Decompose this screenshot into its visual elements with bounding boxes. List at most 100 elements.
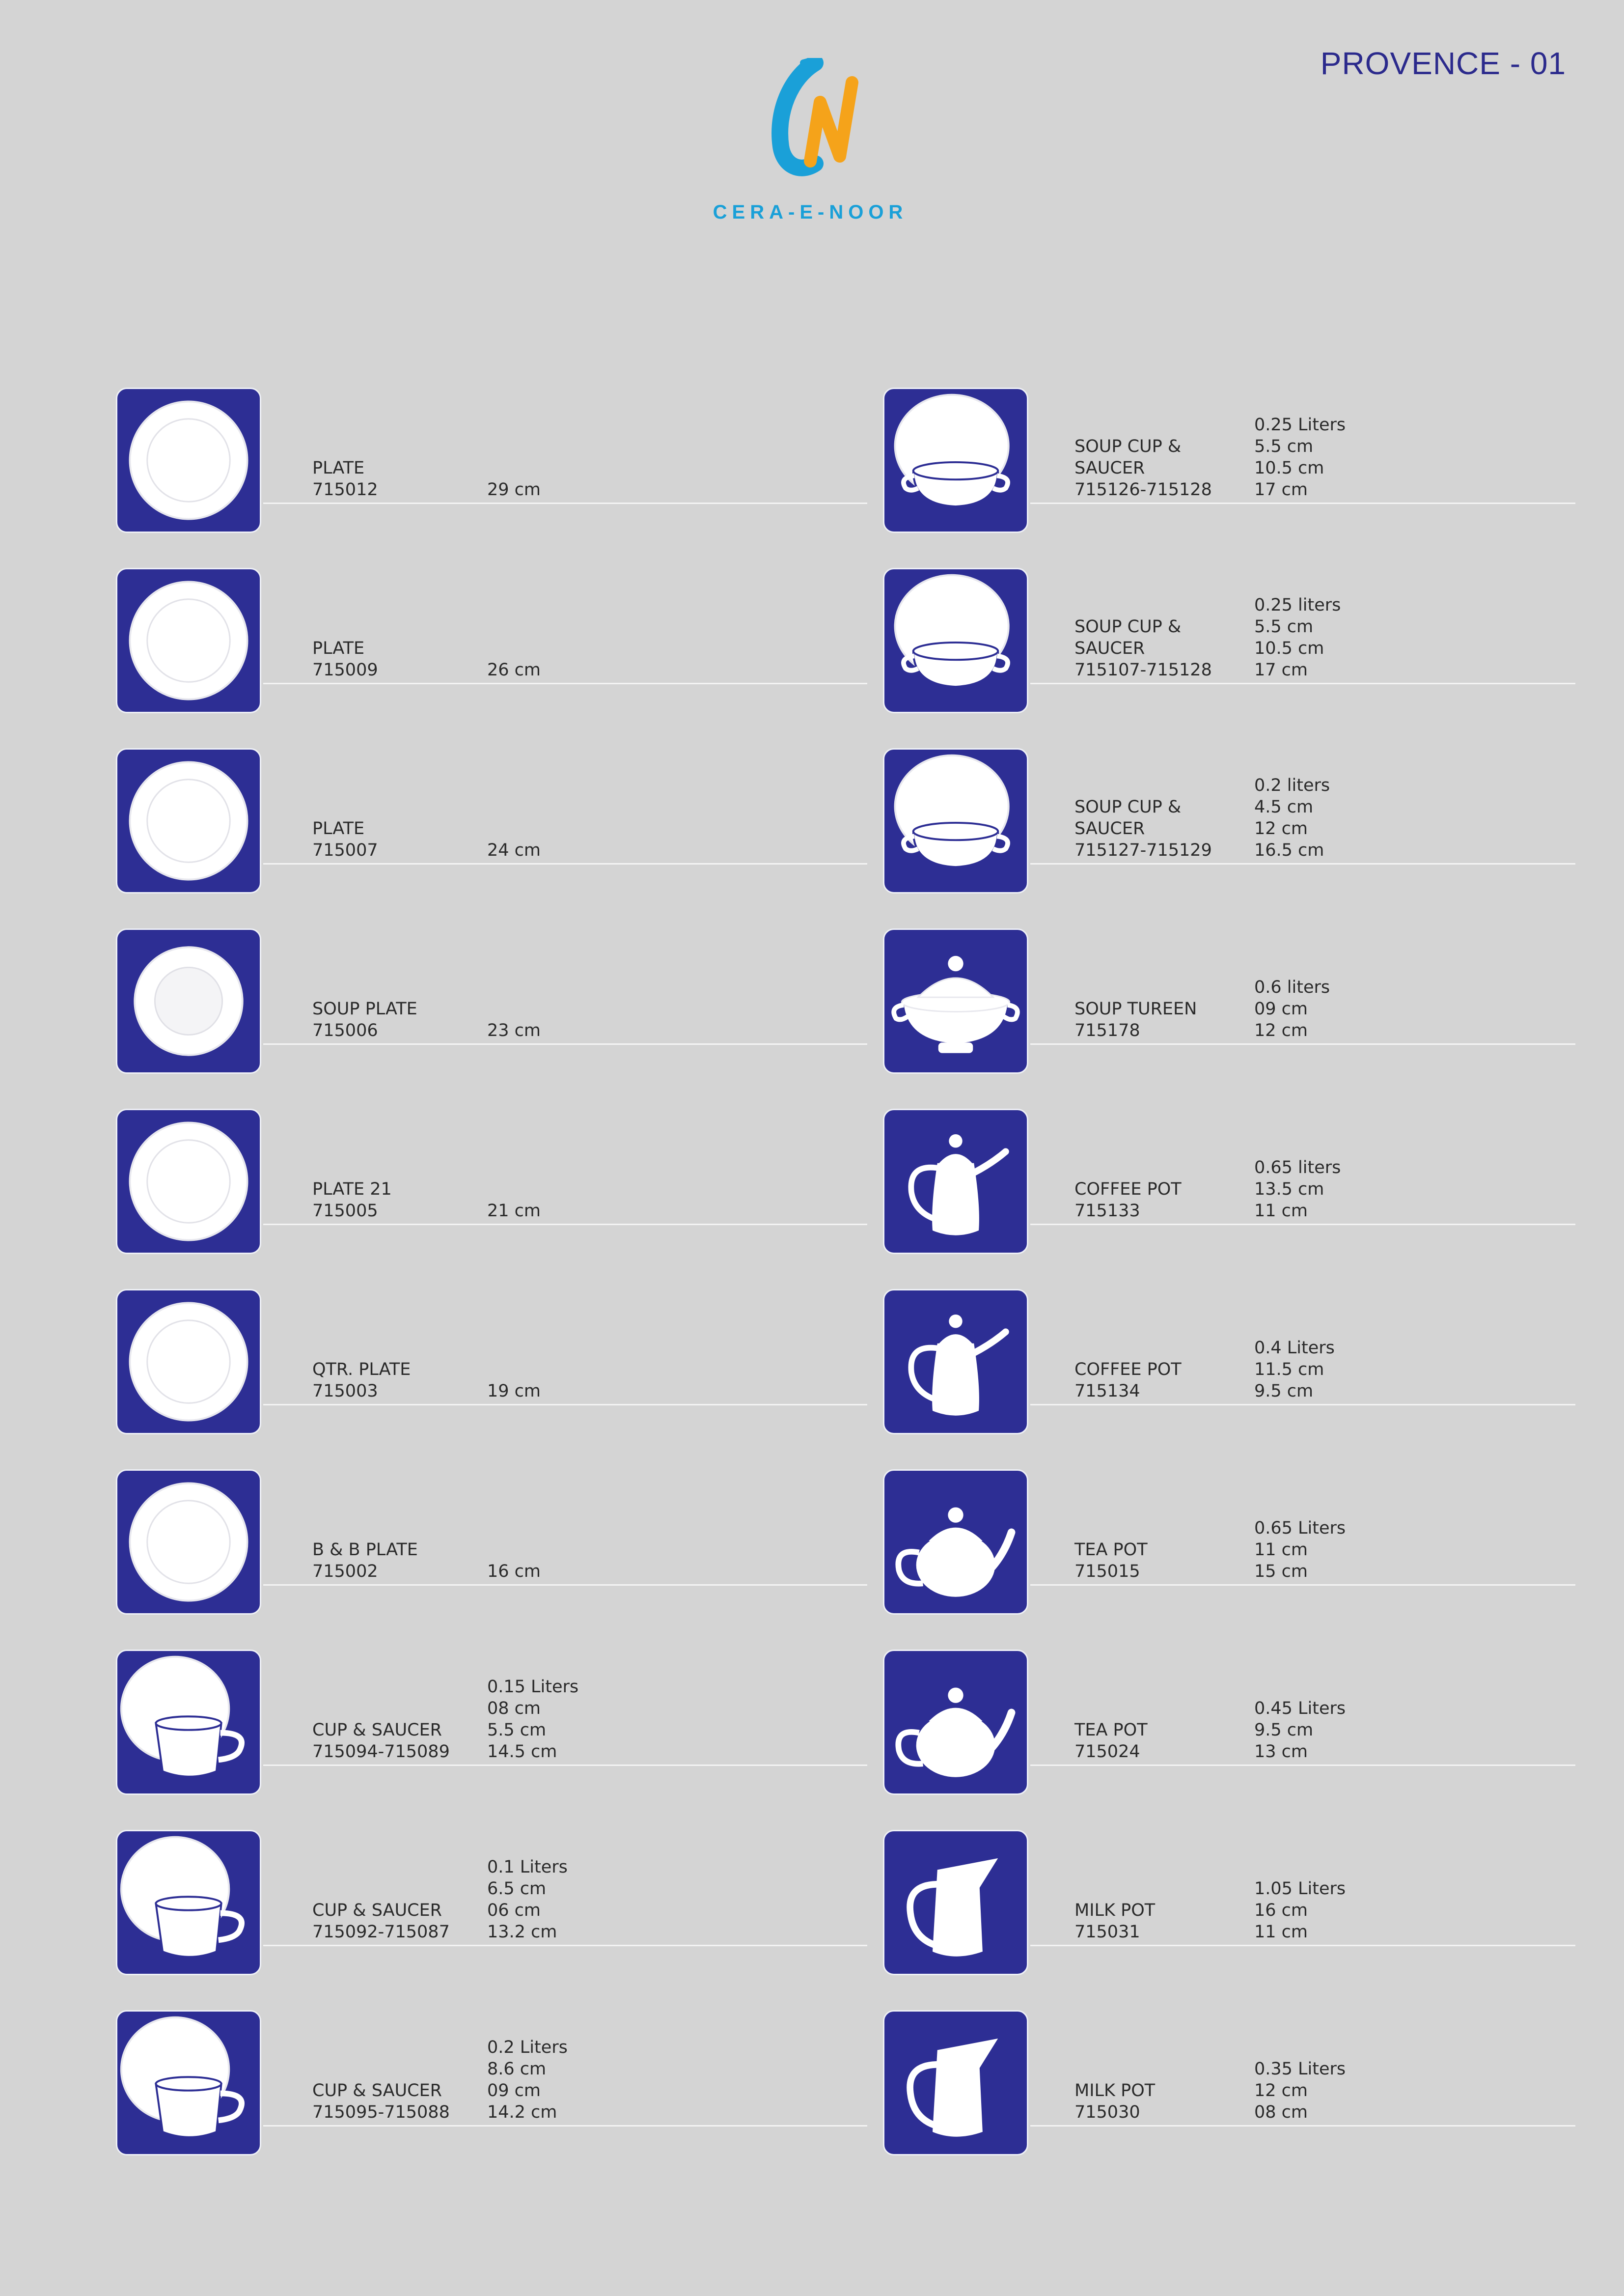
product-name: COFFEE POT 715134 <box>1074 1359 1241 1402</box>
cup-saucer-icon <box>116 2010 261 2156</box>
product-title: TEA POT <box>1074 1540 1148 1560</box>
product-row: MILK POT 715030 0.35 Liters 12 cm 08 cm <box>883 2010 1575 2157</box>
product-specs: 26 cm <box>487 659 541 681</box>
product-row: PLATE 21 715005 21 cm <box>116 1109 867 1256</box>
row-divider <box>263 503 867 504</box>
product-row: COFFEE POT 715133 0.65 liters 13.5 cm 11 cm <box>883 1109 1575 1256</box>
product-name: COFFEE POT 715133 <box>1074 1178 1241 1222</box>
row-divider <box>263 1043 867 1045</box>
soup-tureen-icon <box>883 928 1028 1074</box>
spec-value: 15 cm <box>1254 1562 1308 1581</box>
brand-logo: CERA-E-NOOR <box>707 58 913 235</box>
soup-plate-icon <box>116 928 261 1074</box>
product-title: PLATE 21 <box>312 1179 392 1199</box>
product-name: SOUP PLATE 715006 <box>312 998 479 1041</box>
product-row: SOUP CUP & SAUCER 715127-715129 0.2 liters… <box>883 748 1575 896</box>
cup-saucer-icon <box>116 1650 261 1795</box>
plate-icon <box>116 1289 261 1434</box>
cup-saucer-icon <box>116 1830 261 1975</box>
product-specs: 0.1 Liters 6.5 cm 06 cm 13.2 cm <box>487 1856 568 1943</box>
spec-value: 10.5 cm <box>1254 639 1324 658</box>
spec-value: 0.25 Liters <box>1254 415 1346 435</box>
product-title: B & B PLATE <box>312 1540 418 1560</box>
plate-icon <box>116 748 261 894</box>
product-name: SOUP TUREEN 715178 <box>1074 998 1241 1041</box>
product-specs: 21 cm <box>487 1200 541 1222</box>
spec-value: 11 cm <box>1254 1540 1308 1560</box>
product-specs: 0.15 Liters 08 cm 5.5 cm 14.5 cm <box>487 1676 578 1763</box>
product-specs: 0.2 liters 4.5 cm 12 cm 16.5 cm <box>1254 775 1330 861</box>
product-row: COFFEE POT 715134 0.4 Liters 11.5 cm 9.5 cm <box>883 1289 1575 1436</box>
product-code: 715127-715129 <box>1074 840 1212 860</box>
row-divider <box>1030 1043 1575 1045</box>
product-row: SOUP TUREEN 715178 0.6 liters 09 cm 12 cm <box>883 928 1575 1076</box>
spec-value: 11 cm <box>1254 1201 1308 1221</box>
spec-value: 0.6 liters <box>1254 978 1330 997</box>
spec-value: 0.2 liters <box>1254 776 1330 795</box>
product-specs: 16 cm <box>487 1561 541 1582</box>
page-title: PROVENCE - 01 <box>1320 46 1566 81</box>
product-row: SOUP CUP & SAUCER 715126-715128 0.25 Liter… <box>883 388 1575 535</box>
spec-value: 0.1 Liters <box>487 1857 568 1877</box>
spec-value: 17 cm <box>1254 660 1308 680</box>
product-name: PLATE 715007 <box>312 818 479 861</box>
product-specs: 0.25 liters 5.5 cm 10.5 cm 17 cm <box>1254 594 1341 681</box>
soup-cup-saucer-icon <box>883 388 1028 533</box>
spec-value: 16 cm <box>1254 1901 1308 1920</box>
product-row: SOUP CUP & SAUCER 715107-715128 0.25 liter… <box>883 568 1575 715</box>
spec-value: 11.5 cm <box>1254 1360 1324 1379</box>
spec-value: 16 cm <box>487 1562 541 1581</box>
spec-value: 09 cm <box>487 2081 541 2100</box>
spec-value: 10.5 cm <box>1254 458 1324 478</box>
product-name: PLATE 715009 <box>312 638 479 681</box>
product-title: MILK POT <box>1074 1901 1156 1920</box>
product-specs: 23 cm <box>487 1020 541 1041</box>
spec-value: 0.15 Liters <box>487 1677 579 1697</box>
product-name: TEA POT 715015 <box>1074 1539 1241 1582</box>
product-specs: 0.45 Liters 9.5 cm 13 cm <box>1254 1698 1346 1763</box>
row-divider <box>263 1404 867 1405</box>
row-divider <box>1030 1404 1575 1405</box>
spec-value: 0.4 Liters <box>1254 1338 1335 1358</box>
row-divider <box>1030 503 1575 504</box>
spec-value: 9.5 cm <box>1254 1381 1314 1401</box>
product-row: QTR. PLATE 715003 19 cm <box>116 1289 867 1436</box>
product-name: MILK POT 715030 <box>1074 2080 1241 2123</box>
soup-cup-saucer-icon <box>883 568 1028 713</box>
product-row: CUP & SAUCER 715095-715088 0.2 Liters 8.6 c… <box>116 2010 867 2157</box>
row-divider <box>1030 1764 1575 1766</box>
row-divider <box>263 863 867 865</box>
spec-value: 1.05 Liters <box>1254 1879 1346 1899</box>
product-name: CUP & SAUCER 715095-715088 <box>312 2080 479 2123</box>
product-title: CUP & SAUCER <box>312 1901 442 1920</box>
coffee-pot-icon <box>883 1289 1028 1434</box>
product-code: 715005 <box>312 1201 378 1221</box>
product-code: 715009 <box>312 660 378 680</box>
logo-mark-icon <box>771 58 858 176</box>
spec-value: 8.6 cm <box>487 2059 547 2079</box>
product-title: SOUP TUREEN <box>1074 999 1197 1019</box>
product-code: 715107-715128 <box>1074 660 1212 680</box>
product-code: 715003 <box>312 1381 378 1401</box>
spec-value: 0.65 Liters <box>1254 1518 1346 1538</box>
spec-value: 11 cm <box>1254 1922 1308 1942</box>
tea-pot-icon <box>883 1650 1028 1795</box>
spec-value: 26 cm <box>487 660 541 680</box>
spec-value: 17 cm <box>1254 480 1308 500</box>
product-row: MILK POT 715031 1.05 Liters 16 cm 11 cm <box>883 1830 1575 1977</box>
product-name: QTR. PLATE 715003 <box>312 1359 479 1402</box>
product-name: PLATE 715012 <box>312 457 479 501</box>
product-title: TEA POT <box>1074 1720 1148 1740</box>
product-title: QTR. PLATE <box>312 1360 411 1379</box>
spec-value: 0.65 liters <box>1254 1158 1341 1177</box>
product-row: SOUP PLATE 715006 23 cm <box>116 928 867 1076</box>
spec-value: 5.5 cm <box>487 1720 547 1740</box>
spec-value: 4.5 cm <box>1254 797 1314 817</box>
product-title: CUP & SAUCER <box>312 1720 442 1740</box>
row-divider <box>263 1945 867 1946</box>
spec-value: 12 cm <box>1254 2081 1308 2100</box>
product-code: 715002 <box>312 1562 378 1581</box>
spec-value: 29 cm <box>487 480 541 500</box>
product-name: MILK POT 715031 <box>1074 1900 1241 1943</box>
product-name: SOUP CUP & SAUCER 715127-715129 <box>1074 796 1241 861</box>
